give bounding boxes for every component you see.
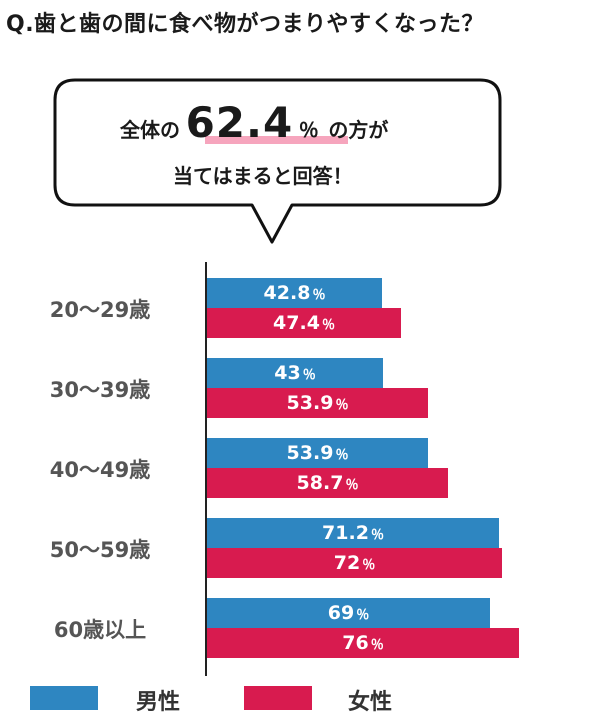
legend-swatch-male [30, 686, 98, 710]
bar-male [207, 278, 382, 308]
legend-label-male: 男性 [136, 690, 181, 715]
category-label: 30〜39歳 [49, 378, 151, 402]
data-label: 53.9 ％ [286, 392, 349, 414]
callout-value: 62.4 [185, 98, 294, 147]
data-label: 76 ％ [342, 632, 384, 654]
data-label: 53.9 ％ [286, 442, 349, 464]
bar-female [207, 388, 428, 418]
value-highlight [205, 136, 348, 144]
bar-male [207, 438, 428, 468]
legend-swatch-female [244, 686, 312, 710]
callout-line1: 全体の 62.4 ％ の方が [120, 98, 450, 147]
bar-male [207, 598, 490, 628]
data-label: 42.8 ％ [263, 282, 326, 304]
data-label: 58.7 ％ [296, 472, 359, 494]
callout-suffix: の方が [328, 118, 389, 142]
data-label: 72 ％ [333, 552, 376, 574]
callout-unit: ％ [298, 118, 319, 142]
bar-female [207, 628, 519, 658]
callout-prefix: 全体の [120, 118, 180, 142]
data-label: 69 ％ [327, 602, 370, 624]
bar-female [207, 548, 502, 578]
question-title: Q.歯と歯の間に食べ物がつまりやすくなった？ [6, 12, 485, 37]
y-axis-line [205, 262, 207, 676]
category-label: 20〜29歳 [49, 298, 151, 322]
bar-male [207, 518, 499, 548]
legend-label-female: 女性 [348, 690, 393, 715]
bar-female [207, 308, 401, 338]
data-label: 43 ％ [274, 362, 316, 384]
bar-female [207, 468, 448, 498]
category-label: 50〜59歳 [49, 538, 151, 562]
data-label: 71.2 ％ [322, 522, 384, 544]
data-label: 47.4 ％ [273, 312, 335, 334]
category-label: 40〜49歳 [49, 458, 151, 482]
category-label: 60歳以上 [53, 618, 147, 642]
callout-line2: 当てはまると回答！ [173, 164, 353, 188]
bar-male [207, 358, 383, 388]
